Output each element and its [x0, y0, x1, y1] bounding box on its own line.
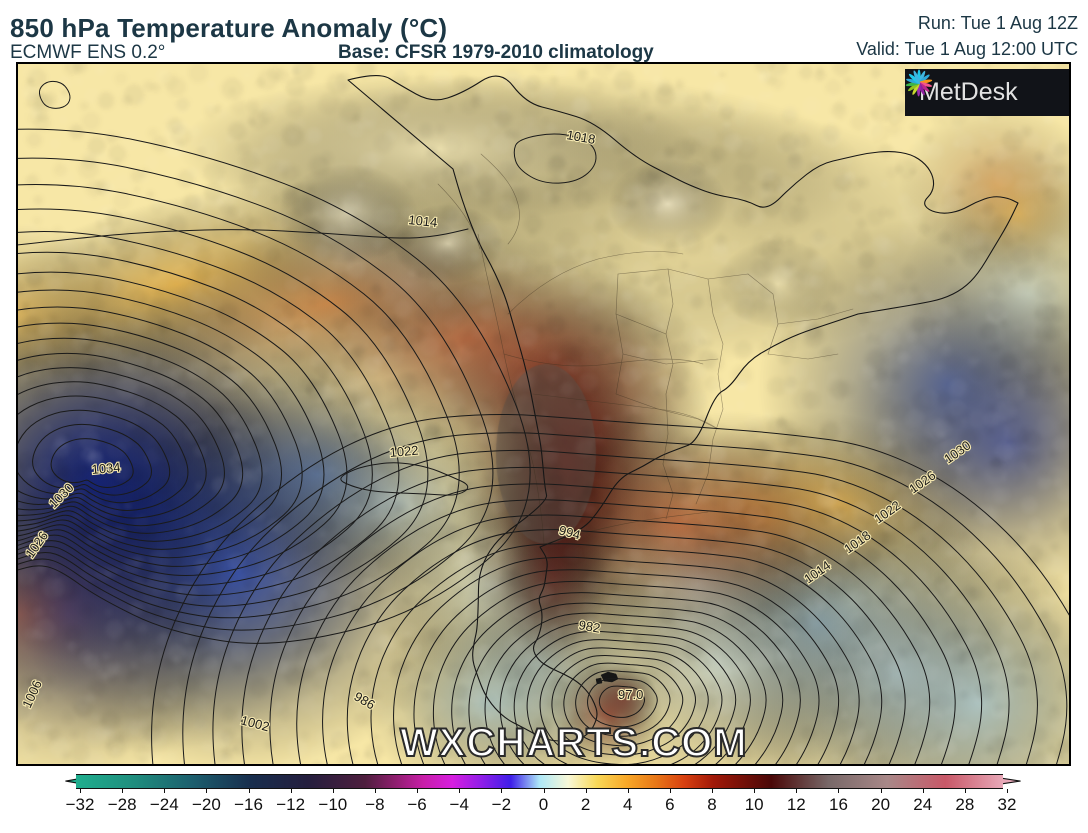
svg-text:1014: 1014: [801, 558, 833, 587]
svg-text:1022: 1022: [871, 498, 903, 527]
svg-text:1002: 1002: [239, 712, 271, 734]
svg-text:982: 982: [577, 617, 601, 636]
svg-text:1026: 1026: [22, 528, 51, 560]
svg-text:1006: 1006: [19, 678, 45, 711]
svg-text:994: 994: [557, 522, 582, 542]
svg-text:1030: 1030: [941, 438, 973, 467]
svg-text:986: 986: [352, 689, 378, 713]
svg-text:1014: 1014: [408, 212, 438, 230]
svg-text:1034: 1034: [91, 460, 121, 477]
svg-text:1018: 1018: [565, 127, 596, 147]
svg-text:1026: 1026: [906, 468, 938, 497]
svg-text:97.0: 97.0: [618, 687, 643, 702]
svg-text:1022: 1022: [389, 443, 419, 460]
